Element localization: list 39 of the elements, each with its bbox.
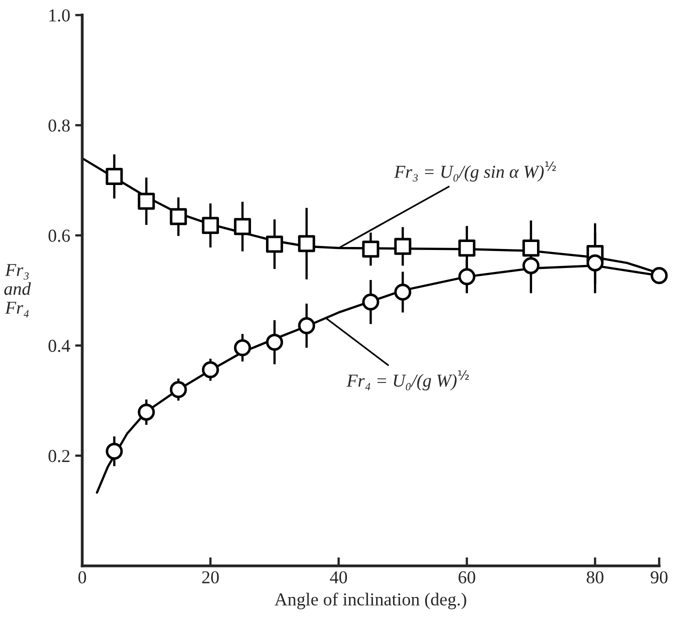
point — [394, 284, 412, 301]
point — [234, 339, 252, 356]
point — [202, 361, 219, 378]
annotation: Fr₄ = U₀/(g W)$^{½}$ — [346, 370, 469, 390]
x-axis-title: Angle of inclination (deg.) — [274, 592, 466, 610]
annotation: Fr₃ = U₀/(g sin α W)$^{½}$ — [394, 161, 556, 182]
x-tick-label: 60 — [458, 571, 476, 584]
point — [586, 254, 604, 272]
y-tick-label: 0.8 — [48, 119, 70, 132]
point — [106, 442, 123, 460]
y-axis-title: Fr₃ and Fr₄ — [4, 264, 31, 318]
y-tick-label: 1.0 — [49, 9, 70, 22]
point — [170, 208, 187, 226]
point — [298, 317, 316, 334]
point — [266, 334, 284, 351]
x-tick-label: 40 — [330, 571, 347, 584]
point — [522, 240, 540, 257]
point — [458, 240, 476, 257]
point — [650, 267, 668, 284]
point — [522, 257, 540, 274]
y-tick-label: 0.4 — [48, 340, 70, 352]
point — [202, 216, 219, 234]
x-tick-label: 20 — [202, 571, 219, 584]
x-tick-label: 90 — [650, 571, 668, 584]
point — [234, 218, 252, 236]
point — [298, 235, 316, 252]
point — [106, 168, 123, 185]
point — [266, 236, 284, 253]
point — [394, 238, 412, 255]
point — [170, 381, 187, 398]
point — [138, 192, 155, 210]
point — [458, 268, 476, 286]
y-tick-label: 0.6 — [48, 230, 70, 242]
point — [138, 404, 155, 421]
y-tick-label: 0.2 — [48, 450, 70, 462]
x-tick-label: 0 — [78, 571, 86, 584]
point — [362, 240, 380, 258]
x-tick-label: 80 — [586, 571, 604, 584]
point — [362, 293, 380, 311]
